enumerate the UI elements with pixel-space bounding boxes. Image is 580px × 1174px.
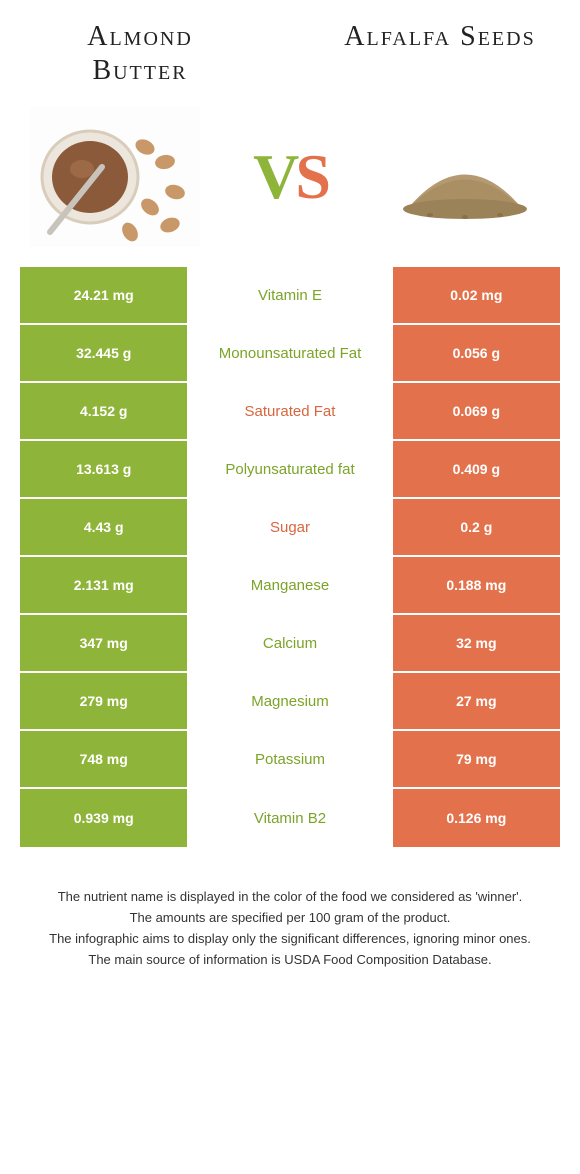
table-row: 4.43 gSugar0.2 g <box>20 499 560 557</box>
right-value: 0.056 g <box>393 325 560 381</box>
left-value: 24.21 mg <box>20 267 187 323</box>
left-value: 32.445 g <box>20 325 187 381</box>
infographic-container: Almond Butter Alfalfa Seeds VS <box>0 0 580 990</box>
table-row: 279 mgMagnesium27 mg <box>20 673 560 731</box>
right-value: 0.02 mg <box>393 267 560 323</box>
right-value: 0.188 mg <box>393 557 560 613</box>
table-row: 4.152 gSaturated Fat0.069 g <box>20 383 560 441</box>
right-food-image <box>380 107 550 247</box>
nutrient-label: Magnesium <box>187 673 392 729</box>
footer-notes: The nutrient name is displayed in the co… <box>0 847 580 990</box>
right-value: 27 mg <box>393 673 560 729</box>
right-food-title: Alfalfa Seeds <box>340 20 540 87</box>
left-value: 4.43 g <box>20 499 187 555</box>
nutrient-label: Potassium <box>187 731 392 787</box>
table-row: 24.21 mgVitamin E0.02 mg <box>20 267 560 325</box>
nutrient-label: Vitamin B2 <box>187 789 392 847</box>
left-value: 4.152 g <box>20 383 187 439</box>
images-row: VS <box>0 97 580 267</box>
nutrient-label: Manganese <box>187 557 392 613</box>
right-value: 79 mg <box>393 731 560 787</box>
nutrient-label: Calcium <box>187 615 392 671</box>
table-row: 0.939 mgVitamin B20.126 mg <box>20 789 560 847</box>
nutrient-label: Sugar <box>187 499 392 555</box>
left-food-title: Almond Butter <box>40 20 240 87</box>
vs-s: S <box>295 141 327 212</box>
footer-line-4: The main source of information is USDA F… <box>30 950 550 971</box>
right-value: 0.069 g <box>393 383 560 439</box>
nutrient-table: 24.21 mgVitamin E0.02 mg32.445 gMonounsa… <box>20 267 560 847</box>
nutrient-label: Monounsaturated Fat <box>187 325 392 381</box>
left-value: 0.939 mg <box>20 789 187 847</box>
right-value: 0.2 g <box>393 499 560 555</box>
footer-line-2: The amounts are specified per 100 gram o… <box>30 908 550 929</box>
left-value: 2.131 mg <box>20 557 187 613</box>
table-row: 2.131 mgManganese0.188 mg <box>20 557 560 615</box>
right-value: 32 mg <box>393 615 560 671</box>
nutrient-label: Saturated Fat <box>187 383 392 439</box>
right-value: 0.126 mg <box>393 789 560 847</box>
vs-v: V <box>253 141 295 212</box>
left-value: 279 mg <box>20 673 187 729</box>
nutrient-label: Vitamin E <box>187 267 392 323</box>
left-value: 748 mg <box>20 731 187 787</box>
titles-row: Almond Butter Alfalfa Seeds <box>0 0 580 97</box>
table-row: 347 mgCalcium32 mg <box>20 615 560 673</box>
table-row: 748 mgPotassium79 mg <box>20 731 560 789</box>
table-row: 13.613 gPolyunsaturated fat0.409 g <box>20 441 560 499</box>
nutrient-label: Polyunsaturated fat <box>187 441 392 497</box>
left-value: 347 mg <box>20 615 187 671</box>
footer-line-3: The infographic aims to display only the… <box>30 929 550 950</box>
right-value: 0.409 g <box>393 441 560 497</box>
vs-label: VS <box>253 140 327 214</box>
footer-line-1: The nutrient name is displayed in the co… <box>30 887 550 908</box>
left-food-image <box>30 107 200 247</box>
left-value: 13.613 g <box>20 441 187 497</box>
table-row: 32.445 gMonounsaturated Fat0.056 g <box>20 325 560 383</box>
